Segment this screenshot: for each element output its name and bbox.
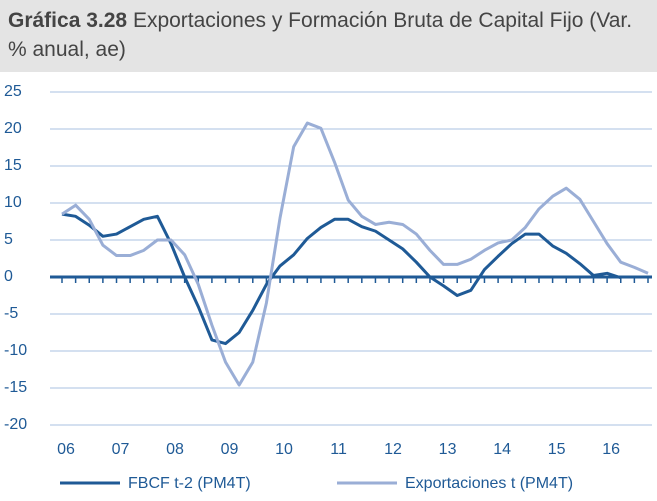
series-line bbox=[61, 212, 622, 346]
y-tick-label: -20 bbox=[4, 416, 27, 433]
x-tick-label: 11 bbox=[330, 441, 347, 458]
y-tick-label: 15 bbox=[4, 157, 22, 174]
x-tick-label: 10 bbox=[275, 441, 293, 458]
legend-label: Exportaciones t (PM4T) bbox=[405, 475, 573, 492]
x-tick-label: 07 bbox=[112, 441, 130, 458]
x-tick-label: 12 bbox=[384, 441, 402, 458]
header: Gráfica 3.28 Exportaciones y Formación B… bbox=[0, 0, 657, 72]
y-tick-label: -10 bbox=[4, 342, 27, 359]
chart-title: Exportaciones y Formación Bruta de Capit… bbox=[8, 9, 633, 61]
x-tick-label: 13 bbox=[439, 441, 457, 458]
legend-label: FBCF t-2 (PM4T) bbox=[128, 475, 251, 492]
x-tick-label: 06 bbox=[57, 441, 75, 458]
y-tick-label: 10 bbox=[4, 194, 22, 211]
y-tick-label: 0 bbox=[4, 268, 13, 285]
y-tick-label: -15 bbox=[4, 379, 27, 396]
y-tick-label: 25 bbox=[4, 83, 22, 100]
y-tick-label: 20 bbox=[4, 120, 22, 137]
chart-number: Gráfica 3.28 bbox=[8, 9, 128, 32]
x-tick-label: 14 bbox=[493, 441, 511, 458]
x-tick-label: 09 bbox=[221, 441, 239, 458]
y-tick-label: -5 bbox=[4, 305, 18, 322]
y-tick-label: 5 bbox=[4, 231, 13, 248]
x-tick-label: 16 bbox=[602, 441, 620, 458]
series-line bbox=[61, 121, 649, 387]
x-tick-label: 08 bbox=[166, 441, 184, 458]
x-tick-label: 15 bbox=[548, 441, 566, 458]
